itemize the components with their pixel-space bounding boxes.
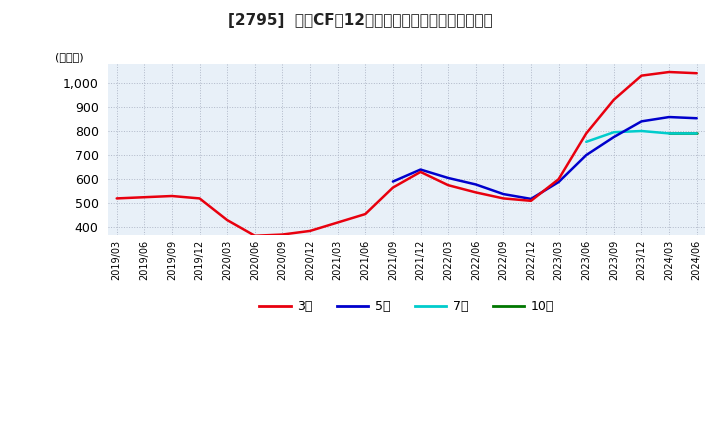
- Legend: 3年, 5年, 7年, 10年: 3年, 5年, 7年, 10年: [254, 296, 559, 319]
- Text: (百万円): (百万円): [55, 52, 84, 62]
- Text: [2795]  投資CFの12か月移動合計の標準偏差の推移: [2795] 投資CFの12か月移動合計の標準偏差の推移: [228, 13, 492, 28]
